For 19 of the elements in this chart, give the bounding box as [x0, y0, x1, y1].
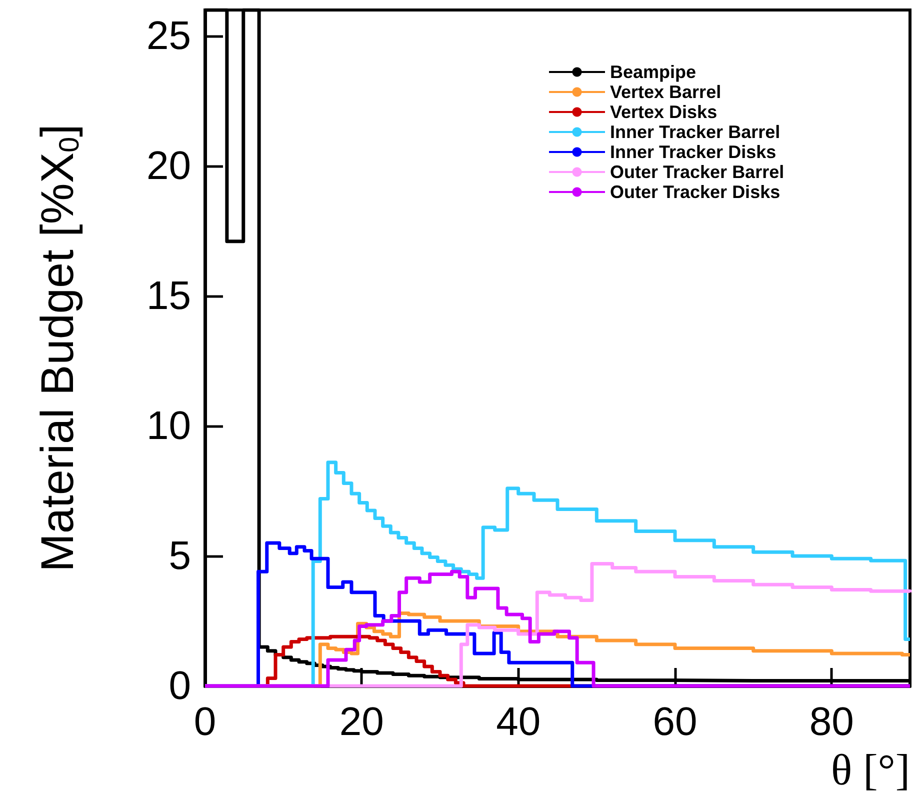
- legend-label: Inner Tracker Barrel: [610, 122, 780, 142]
- x-tick-label: 20: [339, 700, 384, 744]
- x-tick-label: 40: [496, 700, 541, 744]
- y-tick-label: 15: [146, 274, 191, 318]
- legend-label: Vertex Barrel: [610, 82, 722, 102]
- y-tick-label: 0: [168, 664, 191, 708]
- y-tick-label: 25: [146, 14, 191, 58]
- x-tick-label: 80: [809, 700, 854, 744]
- y-tick-label: 5: [168, 534, 191, 578]
- legend-label: Vertex Disks: [610, 102, 718, 122]
- x-tick-label: 60: [652, 700, 698, 744]
- y-axis-title: Material Budget [%X0]: [31, 124, 84, 572]
- y-tick-label: 10: [146, 404, 191, 448]
- legend-label: Inner Tracker Disks: [610, 142, 776, 162]
- legend-label: Beampipe: [610, 62, 696, 82]
- legend-label: Outer Tracker Barrel: [610, 162, 784, 182]
- x-axis-title: θ [°]: [831, 746, 910, 794]
- y-tick-label: 20: [146, 144, 191, 188]
- legend-label: Outer Tracker Disks: [610, 182, 780, 202]
